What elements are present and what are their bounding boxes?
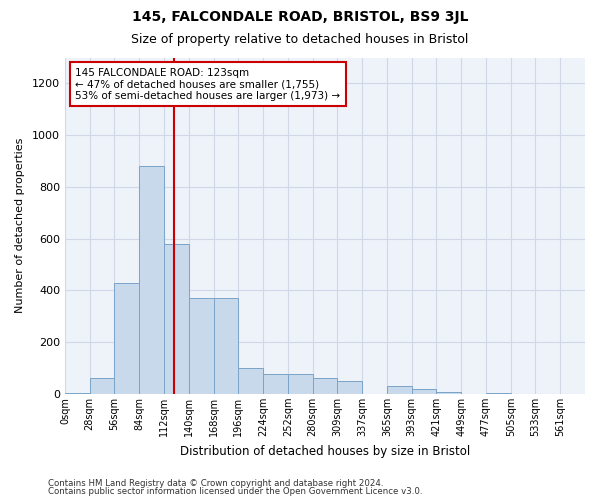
Bar: [337, 381, 362, 394]
Bar: [139, 166, 164, 394]
Text: Size of property relative to detached houses in Bristol: Size of property relative to detached ho…: [131, 32, 469, 46]
Bar: [189, 298, 214, 394]
Bar: [263, 374, 288, 394]
Bar: [164, 244, 189, 394]
Y-axis label: Number of detached properties: Number of detached properties: [15, 138, 25, 314]
Bar: [115, 282, 139, 394]
X-axis label: Distribution of detached houses by size in Bristol: Distribution of detached houses by size …: [180, 444, 470, 458]
Text: 145 FALCONDALE ROAD: 123sqm
← 47% of detached houses are smaller (1,755)
53% of : 145 FALCONDALE ROAD: 123sqm ← 47% of det…: [76, 68, 340, 101]
Bar: [436, 392, 461, 394]
Bar: [288, 374, 313, 394]
Bar: [313, 378, 337, 394]
Text: Contains public sector information licensed under the Open Government Licence v3: Contains public sector information licen…: [48, 487, 422, 496]
Bar: [387, 386, 412, 394]
Text: 145, FALCONDALE ROAD, BRISTOL, BS9 3JL: 145, FALCONDALE ROAD, BRISTOL, BS9 3JL: [132, 10, 468, 24]
Bar: [486, 393, 511, 394]
Bar: [89, 378, 115, 394]
Bar: [238, 368, 263, 394]
Bar: [214, 298, 238, 394]
Text: Contains HM Land Registry data © Crown copyright and database right 2024.: Contains HM Land Registry data © Crown c…: [48, 478, 383, 488]
Bar: [65, 392, 89, 394]
Bar: [412, 388, 436, 394]
